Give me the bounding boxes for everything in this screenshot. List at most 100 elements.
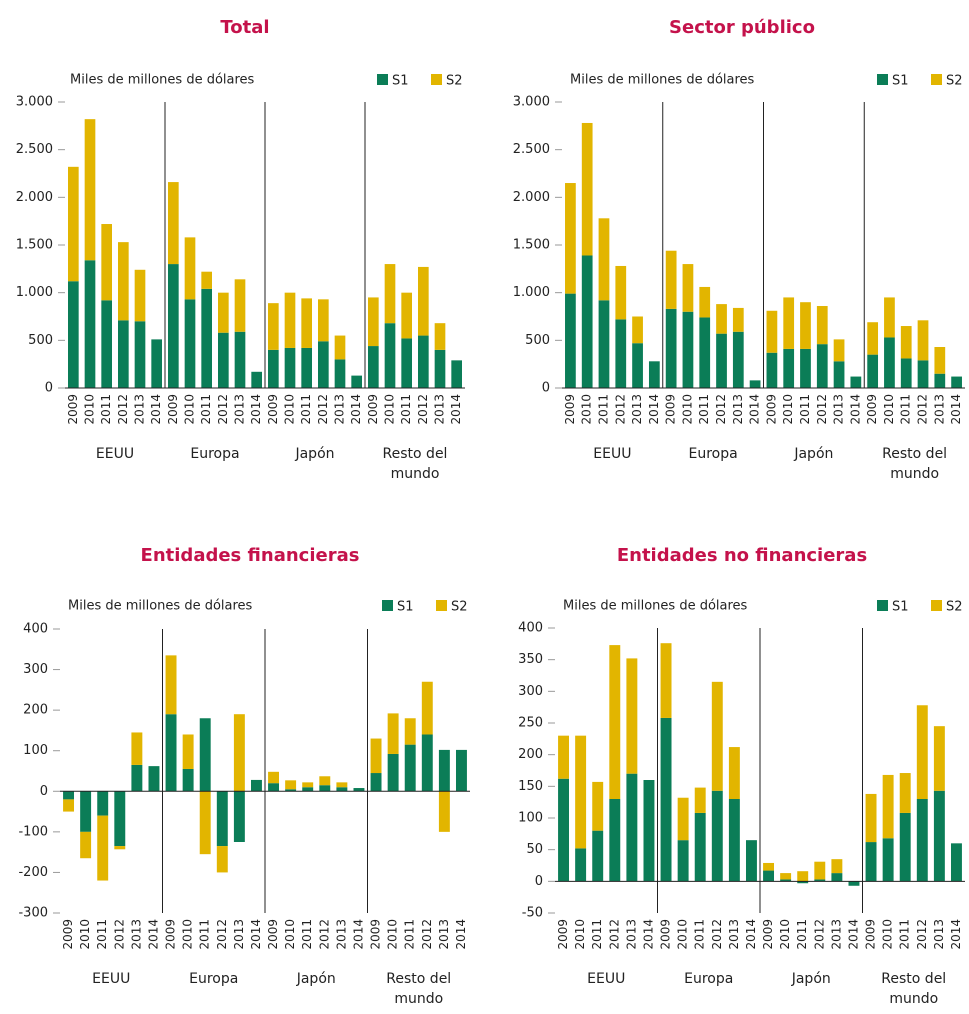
bar-segment: [201, 271, 212, 289]
bar-segment: [882, 774, 894, 839]
bar-segment: [118, 320, 129, 388]
x-tick-label: 2013: [932, 919, 946, 950]
legend-label: S2: [446, 74, 463, 89]
bar-segment: [165, 714, 177, 792]
legend-swatch: [877, 74, 888, 85]
x-tick-label: 2010: [78, 919, 92, 950]
bar-segment: [218, 332, 229, 388]
bar-segment: [933, 726, 945, 791]
bar-segment: [814, 861, 826, 880]
x-tick-label: 2014: [641, 919, 655, 950]
x-tick-label: 2014: [249, 919, 263, 950]
chart-title: Entidades no financieras: [617, 545, 867, 566]
x-tick-label: 2009: [61, 919, 75, 950]
bar-segment: [401, 338, 412, 388]
y-tick-label: 0: [535, 874, 543, 889]
y-tick-label: 1.500: [16, 238, 53, 253]
legend-label: S1: [392, 74, 409, 89]
x-tick-label: 2012: [915, 919, 929, 950]
x-tick-label: 2010: [882, 394, 896, 425]
bar-segment: [814, 879, 826, 882]
y-tick-label: 100: [518, 811, 543, 826]
bar-segment: [165, 655, 177, 715]
bar-segment: [615, 319, 627, 388]
bar-segment: [884, 337, 895, 388]
legend-label: S1: [892, 600, 909, 615]
group-label-box: Japón: [297, 971, 336, 987]
y-tick-label: 200: [23, 703, 48, 718]
group-label-box: Europa: [689, 446, 738, 462]
bar-segment: [632, 316, 643, 344]
bar-segment: [134, 321, 146, 388]
bar-segment: [800, 302, 811, 349]
x-tick-label: 2013: [232, 919, 246, 950]
legend-label: S1: [397, 600, 414, 615]
x-tick-label: 2010: [778, 919, 792, 950]
bar-segment: [816, 344, 828, 388]
group-label: EEUU: [92, 971, 131, 987]
x-tick-label: 2013: [129, 919, 143, 950]
x-tick-label: 2011: [899, 394, 913, 425]
bar-segment: [831, 873, 843, 882]
bar-segment: [780, 879, 792, 882]
x-tick-label: 2010: [881, 919, 895, 950]
bar-segment: [732, 331, 744, 388]
group-label-box: EEUU: [587, 971, 625, 987]
x-tick-label: 2009: [164, 919, 178, 950]
group-label: Europa: [189, 971, 239, 987]
x-tick-label: 2009: [563, 394, 577, 425]
bar-segment: [184, 299, 196, 388]
x-tick-label: 2012: [416, 394, 430, 425]
bar-segment: [660, 717, 672, 882]
x-tick-label: 2010: [386, 919, 400, 950]
bar-segment: [285, 789, 297, 792]
bar-segment: [168, 264, 179, 388]
x-tick-label: 2013: [133, 394, 147, 425]
bar-segment: [302, 782, 314, 788]
bar-segment: [418, 335, 429, 388]
bar-segment: [151, 339, 162, 388]
group-label-box: EEUU: [92, 971, 131, 987]
bar-segment: [916, 705, 928, 799]
bar-segment: [384, 323, 396, 388]
bar-segment: [216, 791, 228, 847]
bar-segment: [694, 812, 706, 882]
x-tick-label: 2009: [659, 919, 673, 950]
bar-segment: [900, 358, 912, 388]
chart-title: Sector público: [669, 17, 815, 38]
bar-segment: [336, 782, 348, 788]
group-label: Japón: [791, 971, 831, 987]
bar-segment: [233, 791, 245, 842]
bar-segment: [250, 779, 262, 792]
x-tick-label: 2014: [449, 394, 463, 425]
legend-swatch: [431, 74, 442, 85]
x-tick-label: 2014: [351, 919, 365, 950]
bar-segment: [301, 347, 312, 388]
bar-segment: [626, 773, 638, 882]
bar-segment: [899, 812, 911, 882]
x-tick-label: 2014: [744, 919, 758, 950]
x-tick-label: 2011: [697, 394, 711, 425]
legend-swatch: [377, 74, 388, 85]
bar-segment: [899, 773, 911, 813]
bar-segment: [284, 292, 296, 348]
bar-segment: [665, 250, 677, 309]
bar-segment: [131, 764, 143, 792]
bar-segment: [421, 681, 433, 735]
x-tick-label: 2012: [216, 394, 230, 425]
x-tick-label: 2009: [556, 919, 570, 950]
bar-segment: [134, 269, 146, 322]
group-label-box: Japón: [791, 971, 831, 987]
bar-segment: [285, 780, 297, 790]
bar-segment: [780, 873, 792, 880]
bar-segment: [80, 831, 92, 859]
bar-segment: [867, 354, 879, 388]
bar-segment: [682, 311, 694, 388]
x-tick-label: 2013: [630, 394, 644, 425]
bar-segment: [334, 359, 346, 388]
bar-segment: [615, 265, 627, 320]
bar-segment: [218, 292, 229, 333]
x-tick-label: 2009: [366, 394, 380, 425]
x-tick-label: 2012: [215, 919, 229, 950]
y-tick-label: 500: [28, 333, 53, 348]
